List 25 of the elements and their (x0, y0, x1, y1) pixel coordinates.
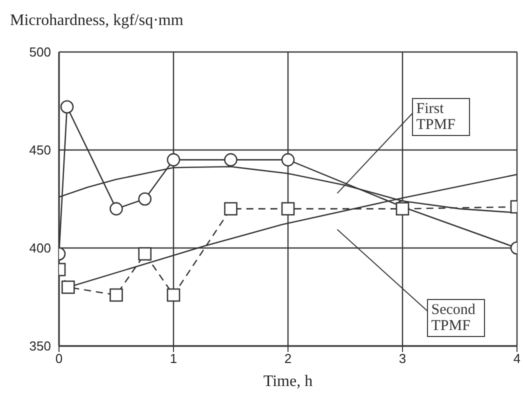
x-tick-label: 1 (170, 351, 178, 366)
x-tick-label: 4 (513, 351, 521, 366)
y-tick-label: 450 (29, 142, 51, 158)
x-tick-label: 2 (284, 351, 292, 366)
point (166, 288, 180, 302)
point (138, 247, 152, 261)
y-tick-label: 400 (29, 240, 51, 256)
point (166, 153, 180, 166)
point (110, 202, 123, 216)
point (138, 192, 152, 206)
x-tick-label: 3 (398, 351, 406, 366)
point (224, 153, 238, 166)
x-axis-title: Time, h (263, 373, 313, 390)
y-tick-label: 350 (29, 338, 51, 354)
chart-title: Microhardness, kgf/sq·mm (10, 12, 184, 30)
text: Second TPMF (427, 299, 486, 338)
point (60, 100, 74, 114)
point (281, 202, 295, 216)
point (281, 153, 295, 166)
y-tick-label: 500 (29, 44, 51, 60)
x-tick-label: 0 (55, 351, 63, 366)
point (62, 280, 75, 294)
text: First TPMF (412, 98, 470, 136)
point (224, 202, 238, 216)
point (110, 288, 123, 302)
